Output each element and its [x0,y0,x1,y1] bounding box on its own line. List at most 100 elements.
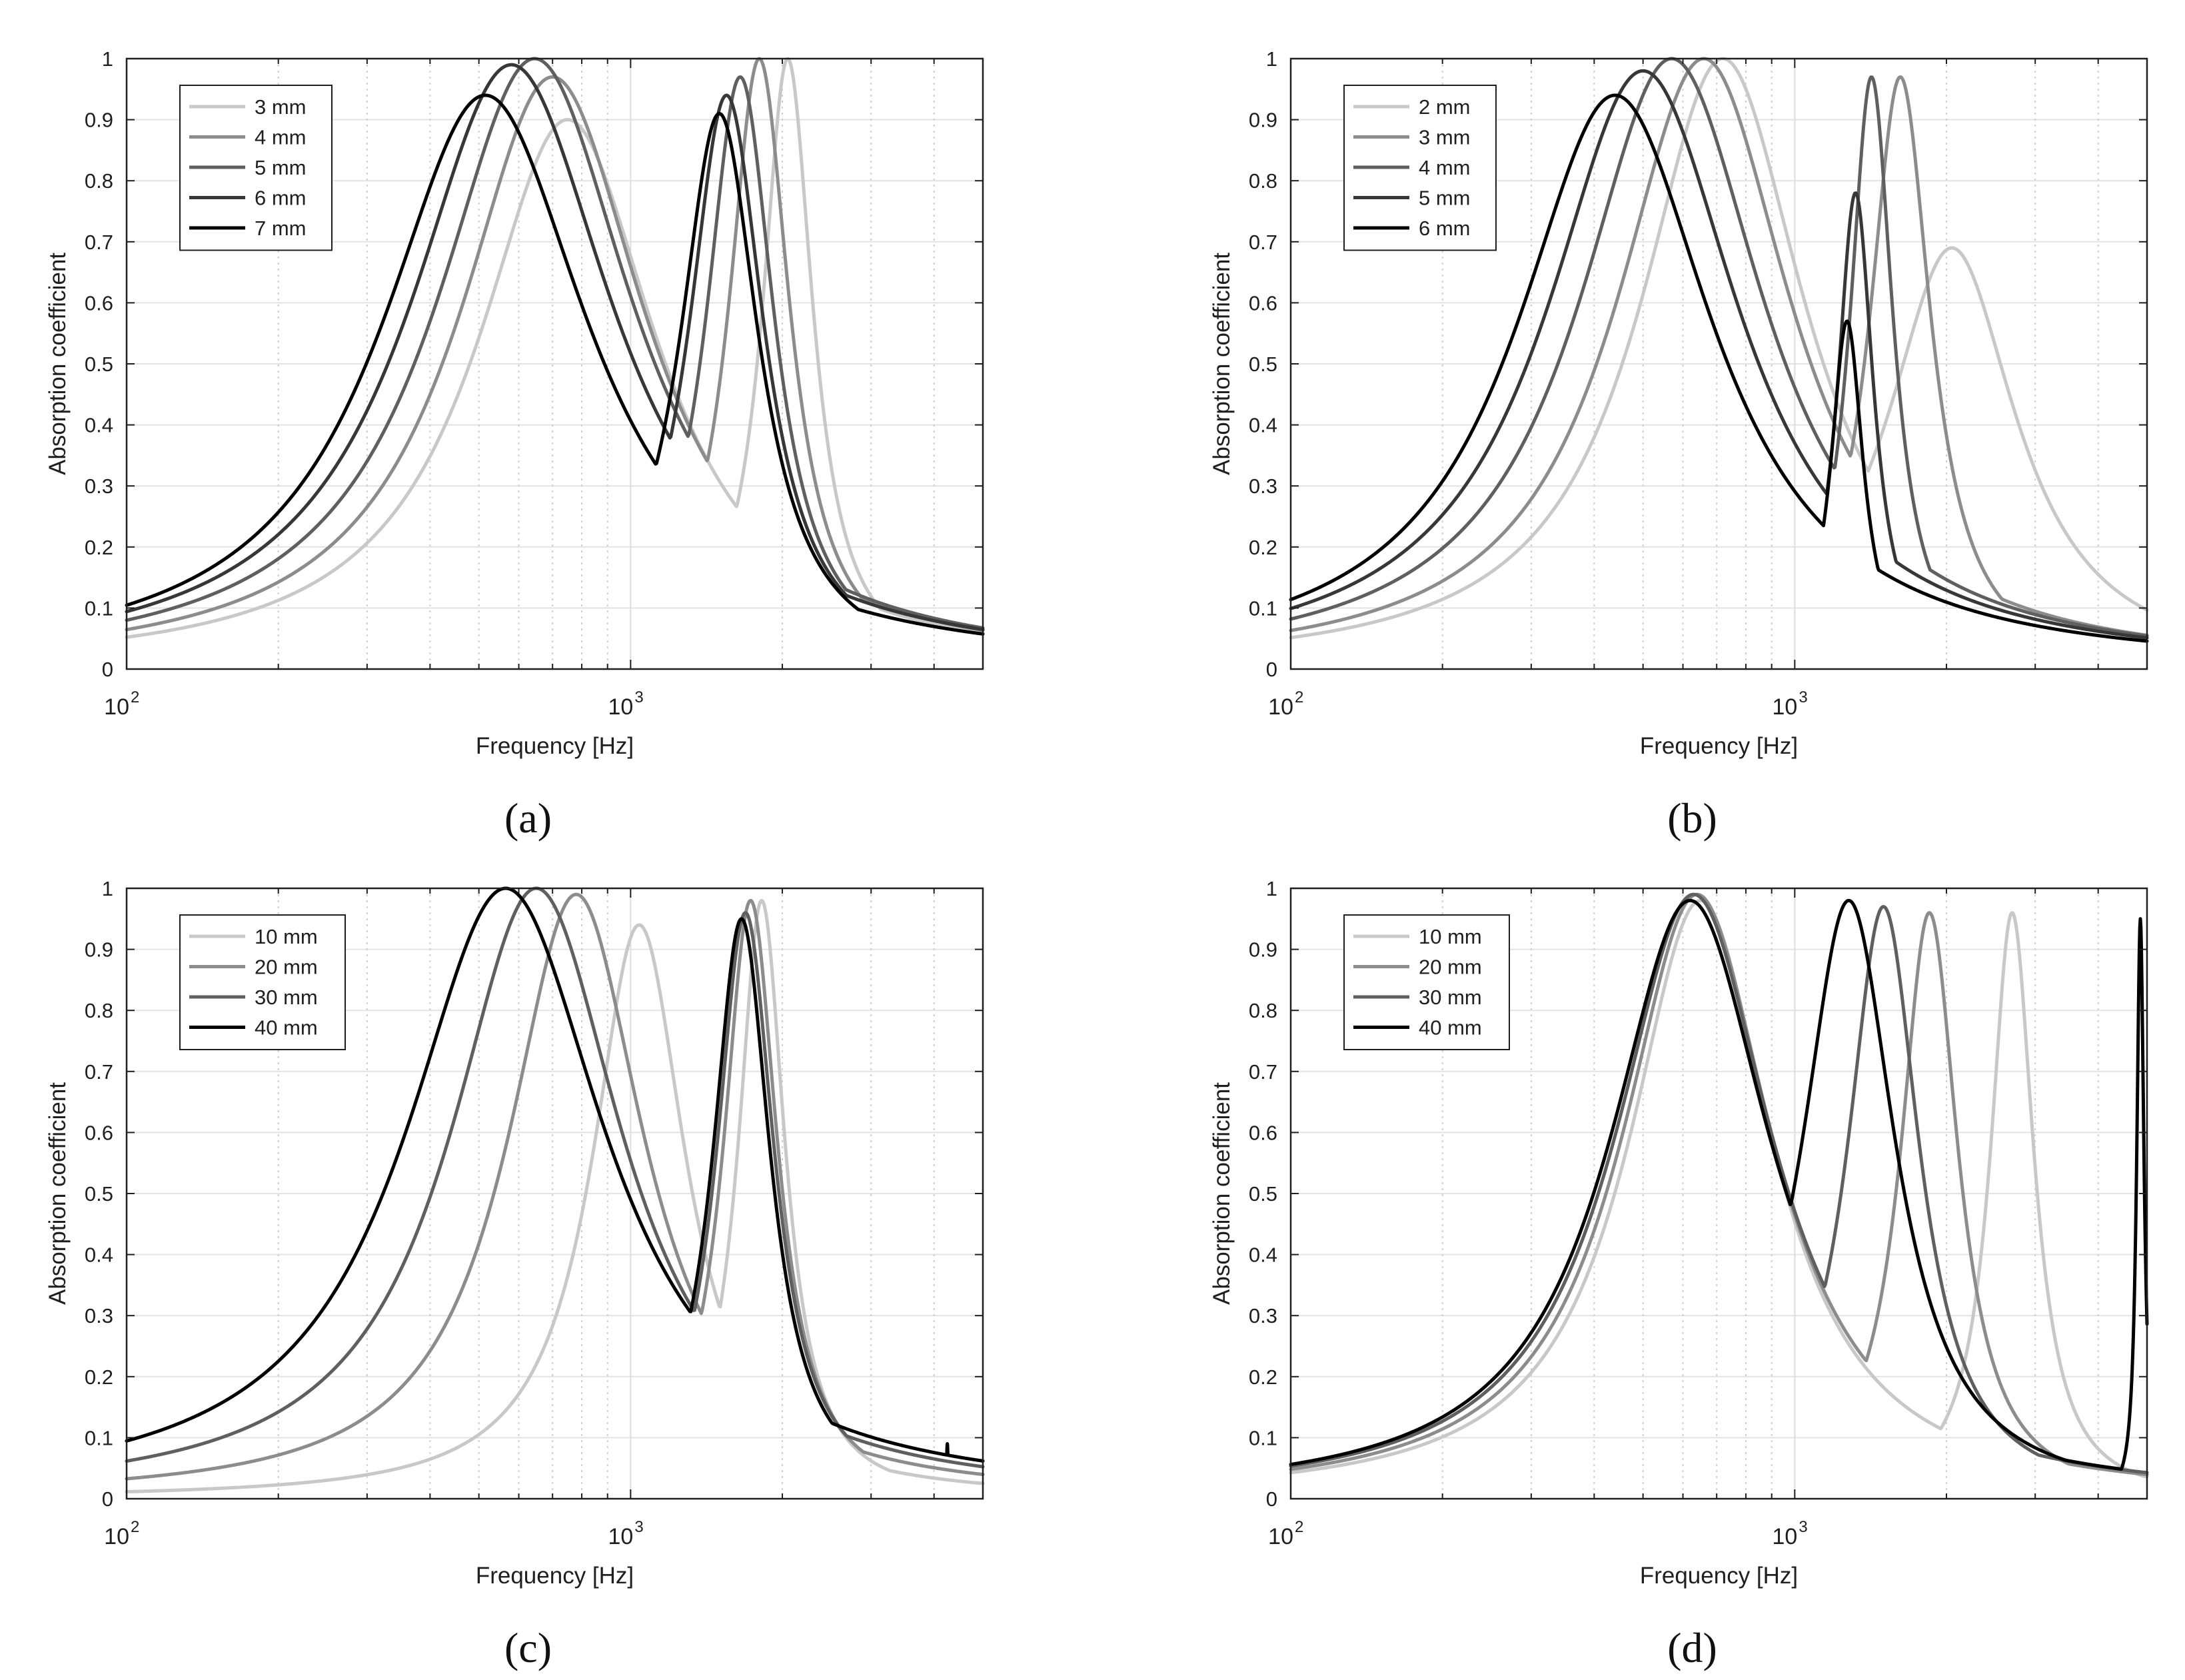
y-tick-label: 0 [102,1487,113,1511]
legend-entry-label: 5 mm [255,156,307,179]
x-tick-label-base: 10 [608,694,634,720]
y-tick-label: 0.9 [1249,109,1277,132]
legend-entry-label: 30 mm [255,986,318,1009]
panel-label: (c) [504,1624,552,1671]
y-axis-label: Absorption coefficient [1209,1082,1235,1305]
y-tick-label: 0.8 [85,169,113,193]
y-tick-label: 1 [102,47,113,71]
legend-entry-label: 20 mm [255,956,318,979]
y-tick-label: 0.4 [1249,1244,1277,1267]
y-tick-label: 0 [1266,1487,1277,1511]
y-tick-label: 0.1 [1249,1426,1277,1449]
y-tick-label: 0.1 [85,596,113,620]
panel-label: (b) [1667,794,1717,842]
y-tick-label: 0.1 [1249,596,1277,620]
y-axis-label: Absorption coefficient [45,1082,71,1305]
y-tick-label: 0.3 [1249,474,1277,498]
y-tick-label: 0.2 [85,536,113,559]
y-tick-label: 0.5 [1249,1182,1277,1206]
y-tick-label: 1 [1266,877,1277,900]
legend-entry-label: 30 mm [1419,986,1482,1009]
x-tick-label-base: 10 [1268,1524,1293,1549]
legend: 3 mm 4 mm 5 mm 6 mm 7 mm [179,85,333,251]
series-line-40mm [1289,898,2149,1471]
y-axis-label: Absorption coefficient [45,253,71,475]
y-tick-label: 0.1 [85,1426,113,1449]
y-tick-label: 0.8 [85,999,113,1022]
y-tick-label: 0.5 [1249,353,1277,376]
x-tick-label-exponent: 3 [1799,1518,1807,1536]
y-axis-label: Absorption coefficient [1209,253,1235,475]
y-tick-label: 0.4 [1249,414,1277,437]
y-tick-label: 0 [102,658,113,681]
legend-entry-label: 4 mm [255,126,307,149]
x-axis-label: Frequency [Hz] [476,733,634,759]
x-tick-label-base: 10 [104,694,129,720]
y-tick-label: 0.6 [1249,291,1277,315]
x-tick-label-base: 10 [1773,1524,1798,1549]
legend-entry-label: 40 mm [1419,1016,1482,1040]
x-tick-label-exponent: 3 [634,1518,643,1536]
panel-label: (d) [1667,1624,1717,1671]
x-tick-label-base: 10 [1268,694,1293,720]
series-line-6mm [1289,93,2149,643]
y-tick-label: 1 [102,877,113,900]
x-tick-label-base: 10 [104,1524,129,1549]
series-line-7mm [125,93,985,636]
x-tick-label-base: 10 [608,1524,634,1549]
x-tick-label-exponent: 2 [1295,688,1303,706]
y-tick-label: 0.9 [85,938,113,962]
series-line-6mm [125,63,985,632]
legend-entry-label: 4 mm [1419,156,1471,179]
y-tick-label: 0.2 [85,1365,113,1389]
y-tick-label: 0.2 [1249,536,1277,559]
y-tick-label: 0.2 [1249,1365,1277,1389]
y-tick-label: 0.5 [85,1182,113,1206]
y-tick-label: 0.8 [1249,169,1277,193]
y-tick-label: 0 [1266,658,1277,681]
legend-entry-label: 3 mm [1419,126,1471,149]
grid [1291,59,2147,669]
y-tick-label: 0.7 [1249,1060,1277,1084]
series-line-20mm [1289,892,2149,1477]
series-line-3mm [1289,57,2149,637]
series-line-4mm [1289,57,2149,638]
series-line-2mm [1289,57,2149,640]
y-tick-label: 0.9 [85,109,113,132]
y-tick-label: 0.4 [85,414,113,437]
y-tick-label: 0.6 [1249,1121,1277,1144]
x-tick-label-base: 10 [1773,694,1798,720]
y-tick-label: 0.7 [85,231,113,254]
legend-entry-label: 6 mm [255,187,307,210]
x-tick-label-exponent: 3 [1799,688,1807,706]
y-tick-label: 0.7 [1249,231,1277,254]
x-tick-label-exponent: 3 [634,688,643,706]
y-tick-label: 0.4 [85,1244,113,1267]
legend-entry-label: 40 mm [255,1016,318,1040]
legend-entry-label: 3 mm [255,95,307,119]
x-tick-label-exponent: 2 [131,688,139,706]
legend-entry-label: 10 mm [255,925,318,948]
legend-entry-label: 5 mm [1419,187,1471,210]
y-tick-label: 0.6 [85,291,113,315]
series-line-5mm [1289,69,2149,640]
series-line-40mm [125,886,985,1463]
x-tick-label-exponent: 2 [131,1518,139,1536]
x-axis-label: Frequency [Hz] [1640,733,1798,759]
legend-entry-label: 6 mm [1419,217,1471,240]
legend: 2 mm 3 mm 4 mm 5 mm 6 mm [1343,85,1497,251]
y-tick-label: 1 [1266,47,1277,71]
legend-entry-label: 2 mm [1419,95,1471,119]
y-tick-label: 0.9 [1249,938,1277,962]
x-axis-label: Frequency [Hz] [476,1563,634,1589]
legend-entry-label: 20 mm [1419,956,1482,979]
panel-label: (a) [504,794,552,842]
legend-entry-label: 10 mm [1419,925,1482,948]
y-tick-label: 0.7 [85,1060,113,1084]
y-tick-label: 0.5 [85,353,113,376]
series-line-5mm [125,57,985,630]
